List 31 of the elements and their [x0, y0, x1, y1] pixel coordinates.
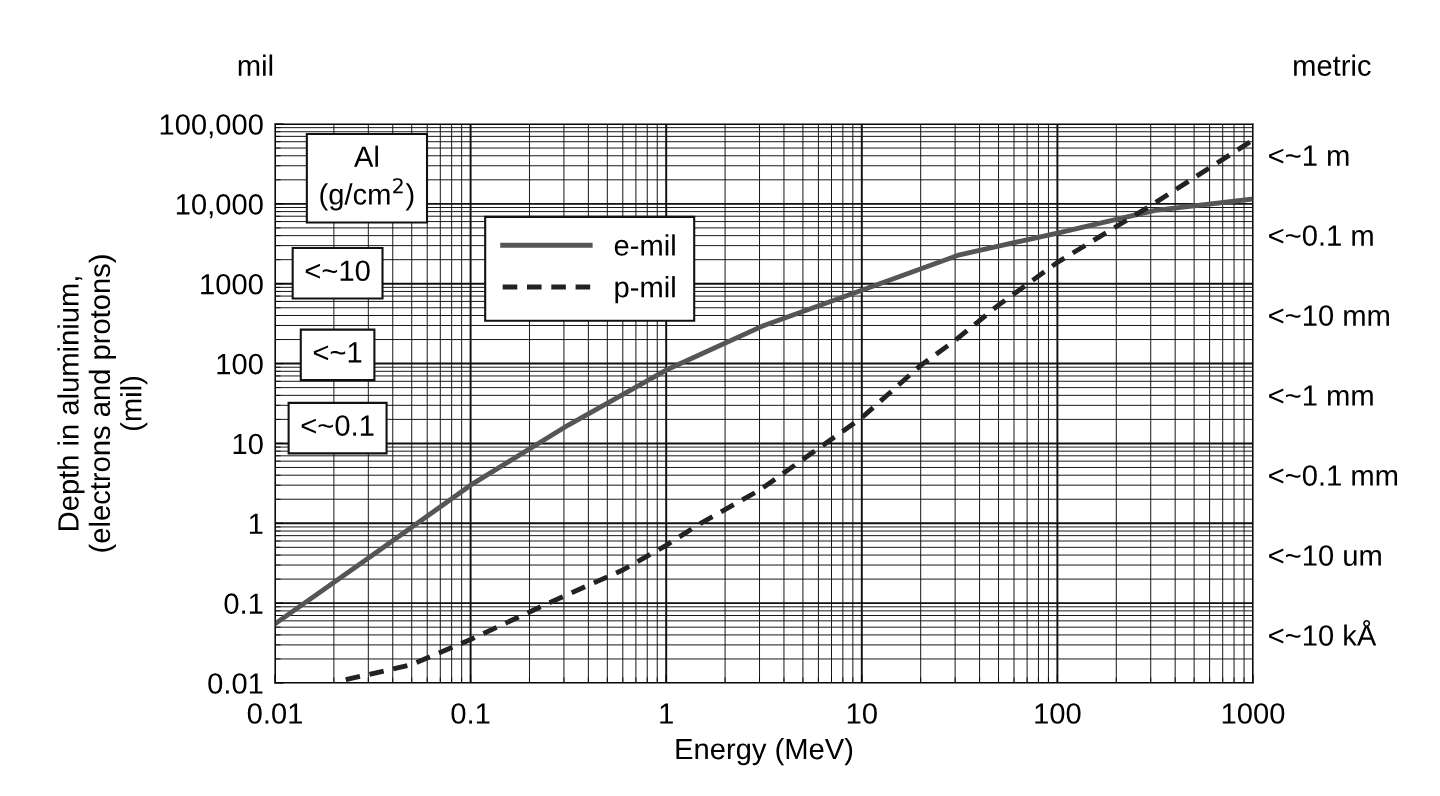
text: <~10 um [1269, 545, 1381, 566]
text: <~1 mm [1269, 385, 1373, 406]
x-tick-label: 0.01 [247, 703, 302, 724]
text: metric [1294, 54, 1371, 76]
text: <~10 kÅ [1269, 620, 1377, 646]
x-tick-label: 0.1 [451, 703, 490, 724]
annotation: <~10 [305, 260, 370, 282]
x-tick-label: 100 [1035, 703, 1081, 724]
text: <~1 m [1269, 145, 1349, 166]
text: mil [238, 54, 273, 76]
x-tick-label: 1 [660, 703, 673, 724]
text: <~0.1 mm [1269, 465, 1398, 486]
y-tick-label: 1000 [201, 273, 263, 295]
text: <~10 mm [1269, 305, 1389, 326]
y-tick-label: 1 [249, 513, 263, 534]
x-axis-title: Energy (MeV) [676, 737, 853, 766]
text: <~0.1 m [1269, 225, 1373, 246]
y-tick-label: 100 [217, 353, 263, 375]
legend-label: p-mil [615, 276, 675, 304]
y-tick-label: 0.1 [224, 593, 263, 614]
annotation: <~0.1 [301, 415, 374, 436]
annotation: <~1 [313, 342, 362, 363]
y-tick-label: 10,000 [176, 194, 263, 219]
y-axis-title: Depth in aluminium, (electrons and protons) (mil) [57, 255, 148, 552]
x-tick-label: 1000 [1222, 703, 1285, 724]
y-tick-label: 10 [233, 433, 263, 455]
annotation: Al (g/cm$^{2}$) [320, 145, 414, 211]
legend-label: e-mil [614, 234, 675, 256]
y-tick-label: 0.01 [208, 673, 263, 694]
y-tick-label: 100,000 [160, 114, 263, 139]
x-tick-label: 10 [847, 703, 877, 724]
